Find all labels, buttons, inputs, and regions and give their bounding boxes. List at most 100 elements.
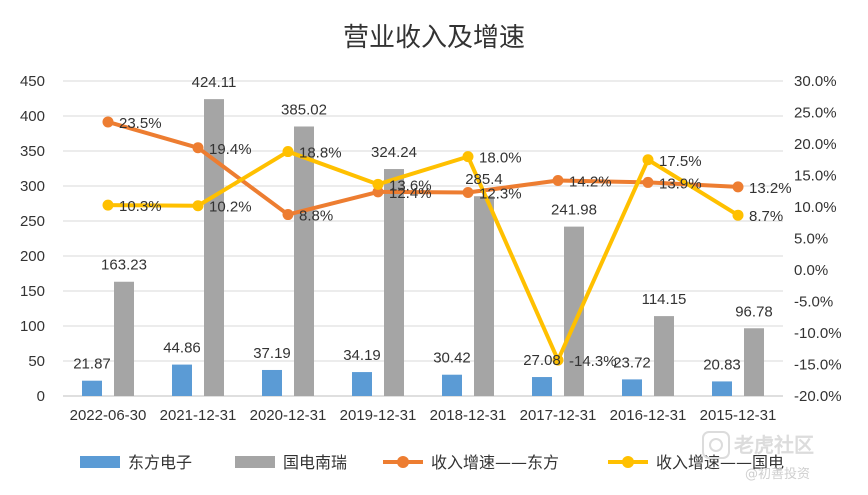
legend-swatch	[235, 456, 275, 468]
line-point	[642, 154, 654, 166]
x-tick-label: 2017-12-31	[520, 407, 597, 424]
y-left-tick-label: 50	[28, 353, 45, 370]
line-data-label: 12.4%	[389, 185, 432, 202]
watermark-logo-text: 老虎社区	[734, 433, 814, 457]
legend-label: 东方电子	[128, 453, 192, 472]
bar-data-label: 285.4	[465, 171, 503, 188]
chart-title: 营业收入及增速	[343, 23, 525, 53]
line-point	[642, 176, 654, 188]
bar-dongfang	[262, 369, 282, 396]
bar-guodian	[474, 196, 494, 396]
bar-guodian	[294, 126, 314, 397]
y-right-tick-label: 10.0%	[794, 199, 837, 216]
bar-dongfang	[352, 372, 372, 396]
x-tick-label: 2016-12-31	[610, 407, 687, 424]
line-point	[282, 209, 294, 221]
line-data-label: 13.9%	[659, 175, 702, 192]
legend-swatch	[80, 456, 120, 468]
bar-guodian	[744, 328, 764, 396]
bar-guodian	[114, 281, 134, 396]
y-left-tick-label: 100	[20, 318, 45, 335]
watermark: 老虎社区 @初善投资	[702, 431, 814, 482]
legend-label: 收入增速——国电	[656, 453, 784, 472]
line-data-label: 18.0%	[479, 150, 522, 167]
bar-guodian	[564, 226, 584, 396]
y-right-tick-label: -10.0%	[794, 325, 842, 342]
y-right-tick-label: 20.0%	[794, 136, 837, 153]
bar-dongfang	[82, 380, 102, 396]
line-data-label: 8.7%	[749, 208, 783, 225]
line-point	[372, 178, 384, 190]
line-point	[462, 151, 474, 163]
line-point	[192, 142, 204, 154]
x-tick-label: 2019-12-31	[340, 407, 417, 424]
bar-data-label: 34.19	[343, 347, 381, 364]
bar-dongfang	[172, 364, 192, 396]
line-point	[552, 175, 564, 187]
y-left-tick-label: 0	[37, 388, 45, 405]
line-data-label: 18.8%	[299, 145, 342, 162]
line-point	[732, 209, 744, 221]
bar-dongfang	[622, 379, 642, 396]
bar-data-label: 37.19	[253, 345, 291, 362]
line-data-label: 14.2%	[569, 174, 612, 191]
tiger-logo-icon	[702, 431, 730, 459]
legend-label: 国电南瑞	[283, 453, 347, 472]
y-left-tick-label: 200	[20, 248, 45, 265]
bar-guodian	[654, 316, 674, 396]
line-data-label: 13.2%	[749, 180, 792, 197]
line-marks	[102, 116, 744, 366]
y-right-tick-label: -5.0%	[794, 294, 833, 311]
bar-data-label: 27.08	[523, 352, 561, 369]
line-point	[192, 200, 204, 212]
bar-dongfang	[532, 377, 552, 396]
bar-data-label: 23.72	[613, 354, 651, 371]
data-labels: 21.87 44.86 37.19 34.19 30.42 27.08 23.72 20.83…	[73, 74, 791, 373]
line-data-label: 10.3%	[119, 198, 162, 215]
y-right-tick-label: -15.0%	[794, 357, 842, 374]
y-right-tick-label: 15.0%	[794, 168, 837, 185]
line-point	[462, 187, 474, 199]
line-data-label: 8.8%	[299, 208, 333, 225]
bar-data-label: 424.11	[192, 74, 237, 91]
y-right-tick-label: 5.0%	[794, 231, 828, 248]
y-right-tick-label: 25.0%	[794, 105, 837, 122]
bar-data-label: 163.23	[101, 257, 147, 274]
bar-guodian	[384, 169, 404, 396]
line-data-label: 12.3%	[479, 186, 522, 203]
bar-data-label: 385.02	[281, 101, 327, 118]
y-left-tick-label: 250	[20, 213, 45, 230]
x-tick-label: 2018-12-31	[430, 407, 507, 424]
x-tick-label: 2015-12-31	[700, 407, 777, 424]
line-series-dongfang	[106, 119, 740, 217]
bar-data-label: 96.78	[735, 303, 773, 320]
watermark-sub-text: @初善投资	[745, 466, 810, 482]
line-point	[102, 199, 114, 211]
y-left-tick-label: 150	[20, 283, 45, 300]
bar-data-label: 20.83	[703, 356, 741, 373]
bar-guodian	[204, 99, 224, 397]
y-right-tick-label: 30.0%	[794, 73, 837, 90]
legend-marker	[397, 456, 409, 468]
line-point	[372, 186, 384, 198]
bar-data-label: 21.87	[73, 356, 111, 373]
bar-data-label: 30.42	[433, 350, 471, 367]
line-point	[282, 146, 294, 158]
bar-data-label: 44.86	[163, 340, 201, 357]
axis-ticks: 0 50 100 150 200 250 300 350 400 450 -20.0% -15.0% -…	[20, 73, 842, 424]
line-data-label: 13.6%	[389, 177, 432, 194]
line-data-label: 10.2%	[209, 199, 252, 216]
y-left-tick-label: 350	[20, 143, 45, 160]
line-series-guodian	[106, 149, 740, 363]
line-data-label: 23.5%	[119, 115, 162, 132]
y-right-tick-label: 0.0%	[794, 262, 828, 279]
legend-marker	[622, 456, 634, 468]
x-tick-label: 2022-06-30	[70, 407, 147, 424]
line-data-label: 17.5%	[659, 153, 702, 170]
x-tick-label: 2021-12-31	[160, 407, 237, 424]
legend-label: 收入增速——东方	[431, 453, 559, 472]
line-data-label: -14.3%	[569, 353, 617, 370]
x-tick-label: 2020-12-31	[250, 407, 327, 424]
